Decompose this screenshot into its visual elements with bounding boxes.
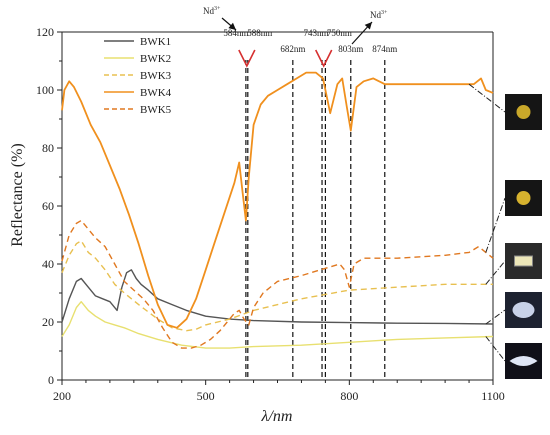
gem-thumbnails <box>468 83 542 379</box>
x-axis-title: λ/nm <box>261 408 293 425</box>
y-tick-label: 100 <box>36 83 54 97</box>
x-tick-label: 800 <box>340 389 358 403</box>
reference-line-label: 584nm <box>223 28 248 38</box>
y-tick-label: 40 <box>42 257 54 271</box>
y-tick-label: 80 <box>42 141 54 155</box>
legend-label: BWK1 <box>140 36 171 48</box>
reference-line-label: 803nm <box>338 44 363 54</box>
legend-label: BWK5 <box>140 104 172 116</box>
gem-stone-image <box>516 191 531 205</box>
series-line-bwk1 <box>61 269 494 325</box>
legend-label: BWK4 <box>140 87 172 99</box>
series-line-bwk5 <box>61 219 494 349</box>
thumbnail-leader-line <box>485 260 506 285</box>
thumbnail-leader-line <box>485 197 506 253</box>
thumbnail-leader-line <box>485 309 506 325</box>
legend: BWK1 BWK2 BWK3 BWK4 BWK5 <box>104 36 172 116</box>
gem-stone-image <box>512 302 535 318</box>
series-group <box>61 71 494 349</box>
series-line-bwk4 <box>61 71 494 329</box>
nd-arrow-head <box>228 22 236 30</box>
legend-label: BWK2 <box>140 53 171 65</box>
x-tick-label: 200 <box>53 389 71 403</box>
nd-ion-superscript: 3+ <box>381 10 388 16</box>
nd-marker <box>238 49 256 68</box>
reference-line-label: 750nm <box>327 28 352 38</box>
gem-stone-image <box>516 105 531 119</box>
nd-marker <box>314 49 333 68</box>
y-tick-label: 120 <box>36 25 54 39</box>
thumbnail-leader-line <box>468 83 506 113</box>
series-line-bwk3 <box>61 240 493 332</box>
gem-stone-image <box>514 255 533 267</box>
reference-line-label: 682nm <box>280 44 305 54</box>
x-tick-label: 500 <box>197 389 215 403</box>
annotations: Nd3+ Nd3+ <box>203 6 388 45</box>
nd-ion-label: Nd3+ <box>370 10 388 20</box>
y-tick-label: 60 <box>42 199 54 213</box>
nd-arrow-head <box>364 22 372 30</box>
series-line-bwk2 <box>61 301 494 349</box>
nd-ion-label: Nd3+ <box>203 6 221 16</box>
y-axis-title: Reflectance (%) <box>9 143 26 246</box>
reference-line-label: 874nm <box>372 44 397 54</box>
legend-label: BWK3 <box>140 70 172 82</box>
axes: 200 500 800 1100 0 20 40 60 80 100 120 <box>36 25 505 403</box>
y-tick-label: 20 <box>42 315 54 329</box>
x-tick-label: 1100 <box>481 389 505 403</box>
reference-line-label: 588nm <box>247 28 272 38</box>
nd-ion-superscript: 3+ <box>214 6 221 12</box>
gem-stone-image <box>509 356 538 366</box>
thumbnail-leader-line <box>485 336 506 362</box>
reference-line-label: 743nm <box>304 28 329 38</box>
y-tick-label: 0 <box>48 373 54 387</box>
